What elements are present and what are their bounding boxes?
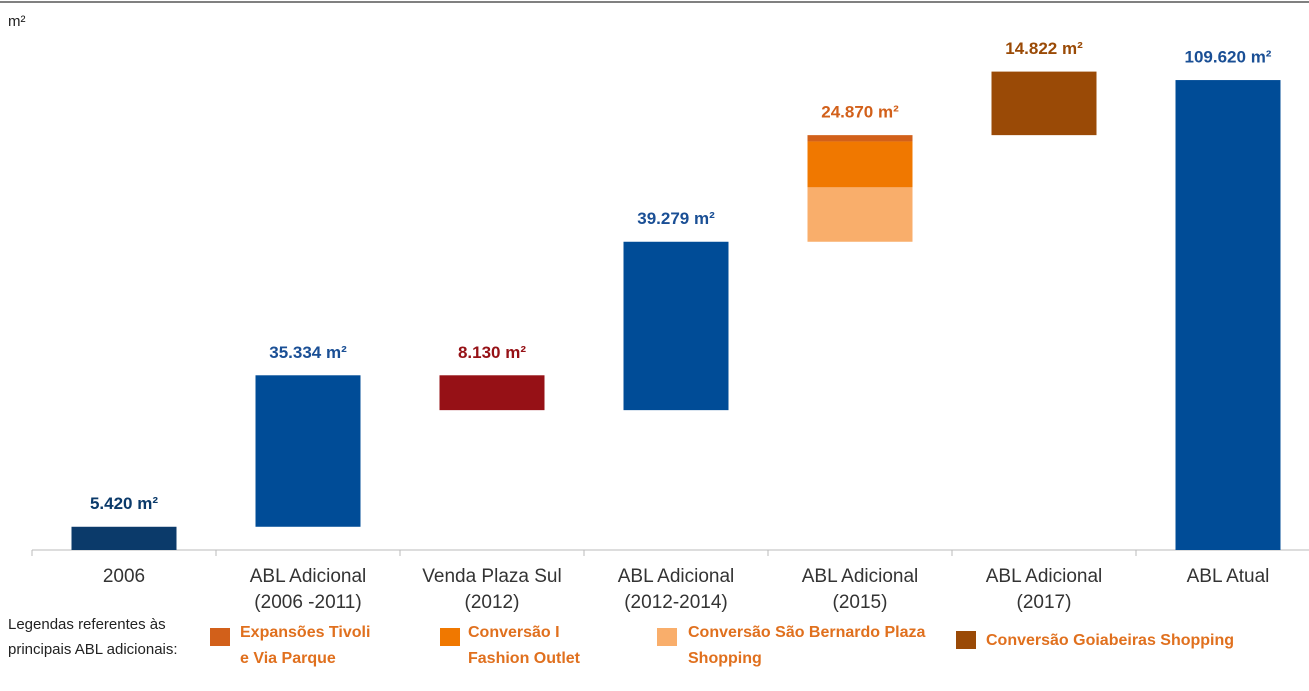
x-tick-label: Venda Plaza Sul: [422, 566, 561, 587]
bar: [1175, 80, 1281, 550]
x-tick-label: (2006 -2011): [254, 592, 361, 613]
legend-label: Expansões Tivoli e Via Parque: [240, 624, 371, 667]
bar-segment: [991, 71, 1097, 136]
x-tick-label: ABL Adicional: [802, 566, 919, 587]
bar-segment: [807, 187, 913, 242]
x-tick-label: (2017): [1017, 592, 1072, 613]
bar: [255, 375, 361, 527]
x-tick-label: ABL Adicional: [986, 566, 1103, 587]
x-tick-label: ABL Adicional: [618, 566, 735, 587]
x-tick-label: ABL Adicional: [250, 566, 367, 587]
bar: [71, 526, 177, 550]
x-tick-label: ABL Atual: [1187, 566, 1270, 587]
bar: [623, 241, 729, 411]
value-label: 24.870 m²: [821, 103, 899, 122]
legend-swatch: [210, 628, 230, 646]
legend-label: Conversão Goiabeiras Shopping: [986, 632, 1235, 649]
value-label: 5.420 m²: [90, 494, 158, 513]
value-label: 35.334 m²: [269, 343, 347, 362]
legend-label: Conversão I Fashion Outlet: [468, 624, 580, 667]
x-tick-label: (2012): [465, 592, 520, 613]
x-tick-label: (2015): [833, 592, 888, 613]
bar: [439, 375, 545, 411]
bar-segment: [807, 141, 913, 188]
x-tick-label: (2012-2014): [624, 592, 728, 613]
x-tick-label: 2006: [103, 566, 145, 587]
legend-swatch: [956, 631, 976, 649]
legend-label: Conversão São Bernardo Plaza Shopping: [688, 624, 926, 667]
value-label: 14.822 m²: [1005, 39, 1083, 58]
value-label: 109.620 m²: [1185, 48, 1272, 67]
value-label: 8.130 m²: [458, 343, 526, 362]
bar-segment: [807, 135, 913, 142]
legend-title: Legendas referentes às principais ABL ad…: [8, 616, 178, 658]
legend-swatch: [440, 628, 460, 646]
unit-label: m²: [8, 13, 26, 30]
value-label: 39.279 m²: [637, 209, 715, 228]
legend-swatch: [657, 628, 677, 646]
